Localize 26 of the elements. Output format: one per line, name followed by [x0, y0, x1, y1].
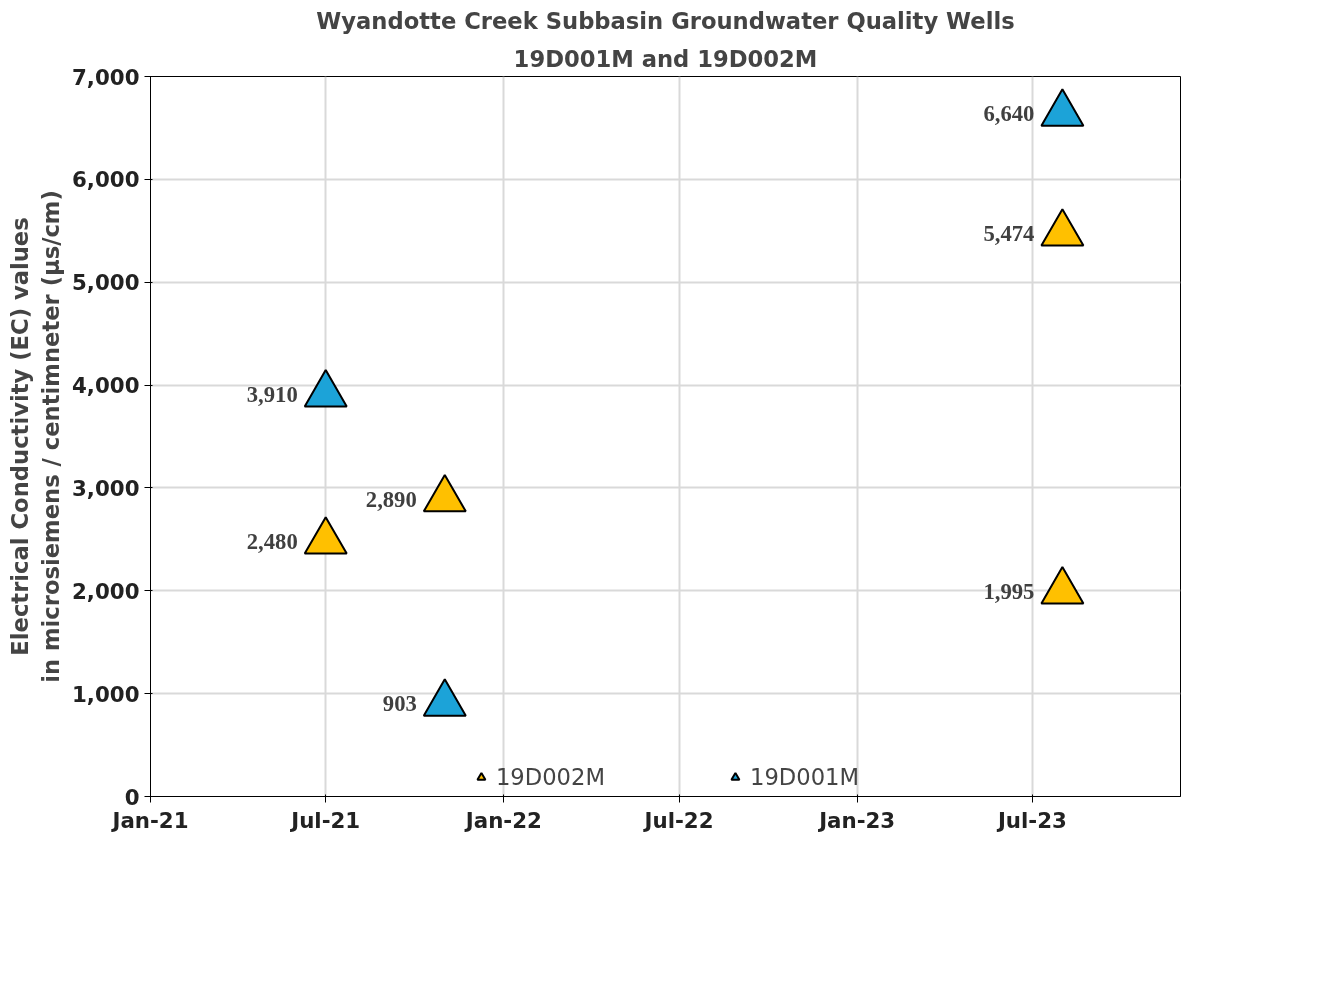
- x-tick-label: Jan-23: [817, 807, 896, 833]
- y-tick-label: 6,000: [72, 167, 140, 193]
- chart-title: Wyandotte Creek Subbasin Groundwater Quality Wells: [316, 7, 1015, 34]
- data-label: 2,890: [365, 486, 417, 512]
- legend-label: 19D002M: [495, 764, 605, 790]
- chart-subtitle: 19D001M and 19D002M: [513, 45, 818, 72]
- y-tick-label: 5,000: [72, 270, 140, 296]
- x-tick-label: Jan-21: [110, 807, 189, 833]
- y-tick-label: 4,000: [72, 373, 140, 399]
- x-tick-label: Jul-22: [642, 807, 714, 833]
- data-label: 2,480: [246, 528, 298, 554]
- x-tick-label: Jul-21: [289, 807, 361, 833]
- y-tick-label: 2,000: [72, 578, 140, 604]
- x-tick-label: Jan-22: [463, 807, 542, 833]
- y-tick-label: 0: [124, 784, 140, 810]
- data-label: 1,995: [983, 578, 1035, 604]
- data-label: 3,910: [246, 381, 298, 407]
- data-label: 5,474: [983, 220, 1035, 246]
- y-tick-label: 7,000: [72, 64, 140, 90]
- y-axis-title: Electrical Conductivity (EC) values in microsiemens / centimneter (µs/cm): [6, 190, 65, 683]
- y-tick-label: 1,000: [72, 681, 140, 707]
- data-label: 6,640: [983, 101, 1035, 127]
- legend-label: 19D001M: [750, 764, 860, 790]
- y-tick-label: 3,000: [72, 475, 140, 501]
- x-tick-label: Jul-23: [995, 807, 1067, 833]
- data-label: 903: [382, 691, 417, 717]
